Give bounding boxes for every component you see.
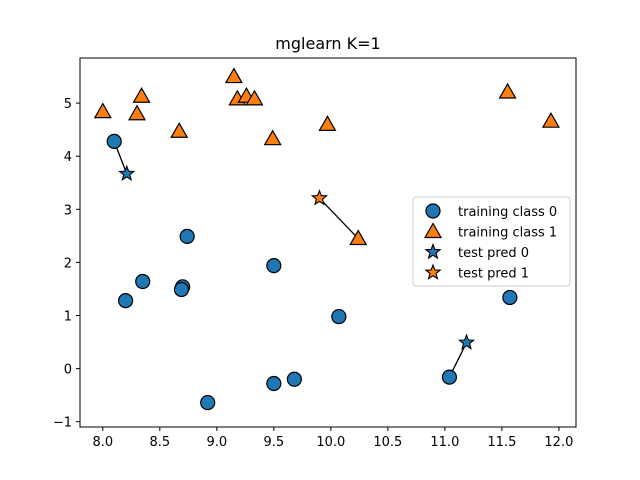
- x-axis: 8.0 8.5 9.0 9.5 10.0 10.5 11.0 11.5 12.0: [92, 427, 573, 450]
- training-class-1-point: [245, 89, 264, 106]
- x-tick-label: 10.5: [373, 435, 402, 450]
- legend-marker: [423, 222, 443, 239]
- training-class-0-point: [286, 371, 302, 387]
- legend-marker: [424, 263, 442, 280]
- training-class-0-point: [266, 257, 282, 274]
- training-class-1-point: [349, 229, 368, 246]
- training-class-1-point: [541, 111, 560, 128]
- training-class-1-point: [127, 104, 147, 121]
- training-class-1-point: [263, 129, 282, 146]
- training-class-0-point: [173, 281, 190, 298]
- training-class-1-point: [498, 82, 517, 99]
- legend-label: test pred 0: [458, 246, 529, 261]
- training-class-1-point: [132, 87, 151, 103]
- training-class-0-point: [502, 289, 518, 306]
- test-pred-0-point: [118, 164, 136, 182]
- legend-label: training class 1: [458, 226, 557, 241]
- training-class-1-point: [318, 115, 337, 131]
- data-points: [93, 67, 560, 411]
- legend-marker: [424, 242, 442, 260]
- y-tick-label: 3: [64, 203, 72, 218]
- legend-label: training class 0: [458, 205, 557, 220]
- y-tick-label: 0: [64, 363, 72, 378]
- x-tick-label: 8.5: [149, 435, 170, 450]
- test-pred-1-point: [310, 189, 329, 206]
- training-class-0-point: [200, 394, 216, 411]
- x-tick-label: 11.5: [487, 435, 516, 450]
- legend-marker: [425, 203, 441, 219]
- legend-label: test pred 1: [458, 267, 529, 282]
- y-tick-label: 1: [64, 310, 72, 325]
- training-class-1-point: [93, 102, 112, 119]
- x-tick-label: 12.0: [544, 435, 573, 450]
- training-class-0-point: [135, 273, 151, 290]
- training-class-0-point: [266, 375, 282, 392]
- x-tick-label: 8.0: [92, 435, 113, 450]
- training-class-1-point: [224, 67, 243, 84]
- plot-frame: [79, 57, 577, 428]
- y-tick-label: 2: [64, 256, 72, 271]
- neighbor-link: [318, 197, 359, 239]
- training-class-0-point: [106, 133, 122, 149]
- training-class-1-point: [170, 122, 189, 138]
- legend-box: [412, 196, 571, 287]
- legend: training class 0 training class 1 test pre…: [412, 196, 571, 287]
- y-tick-label: 4: [64, 150, 72, 165]
- training-class-0-point: [179, 228, 195, 244]
- y-tick-label: 5: [64, 97, 72, 112]
- test-pred-0-point: [457, 333, 476, 350]
- x-tick-label: 9.0: [206, 435, 227, 450]
- x-tick-label: 9.5: [263, 435, 284, 450]
- y-axis: −1 0 1 2 3 4 5: [53, 97, 80, 431]
- training-class-0-point: [118, 293, 134, 309]
- y-tick-label: −1: [53, 416, 72, 431]
- training-class-0-point: [331, 308, 347, 325]
- chart-title: mglearn K=1: [275, 34, 380, 53]
- x-tick-label: 10.0: [316, 435, 345, 450]
- training-class-0-point: [441, 369, 458, 385]
- x-tick-label: 11.0: [430, 435, 459, 450]
